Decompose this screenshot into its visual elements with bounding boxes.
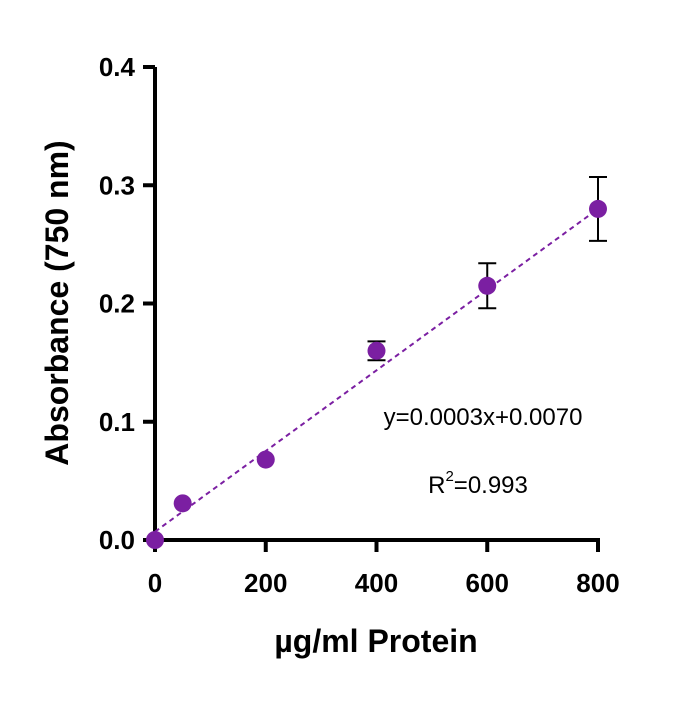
data-point <box>367 341 386 360</box>
x-axis-title: µg/ml Protein <box>274 623 477 659</box>
data-point <box>478 276 497 295</box>
y-tick-label: 0.0 <box>99 525 135 555</box>
r-squared-value: =0.993 <box>454 472 528 499</box>
tick-labels: 0.0 0.1 0.2 0.3 0.4 0 200 400 600 800 <box>99 52 620 598</box>
data-point <box>589 199 607 218</box>
x-tick-label: 400 <box>355 568 398 598</box>
y-tick-label: 0.1 <box>99 407 135 437</box>
x-tick-label: 200 <box>244 568 287 598</box>
y-tick-label: 0.3 <box>99 170 135 200</box>
x-tick-label: 600 <box>466 568 509 598</box>
data-points <box>146 199 607 549</box>
data-point <box>256 450 275 469</box>
axes <box>143 65 600 552</box>
equation-annotation: y=0.0003x+0.0070 <box>384 404 583 431</box>
y-tick-label: 0.2 <box>99 289 135 319</box>
data-point <box>146 531 164 549</box>
fit-line <box>154 208 599 533</box>
x-tick-label: 800 <box>576 568 619 598</box>
r-squared-annotation: R2=0.993 <box>428 468 528 499</box>
error-bars <box>367 175 607 362</box>
x-tick-label: 0 <box>148 568 162 598</box>
fit-line-group <box>154 208 599 533</box>
y-axis-title: Absorbance (750 nm) <box>39 140 75 465</box>
y-tick-label: 0.4 <box>99 52 136 82</box>
r-squared-superscript: 2 <box>445 468 453 485</box>
data-point <box>173 494 192 513</box>
r-squared-prefix: R <box>428 472 445 499</box>
